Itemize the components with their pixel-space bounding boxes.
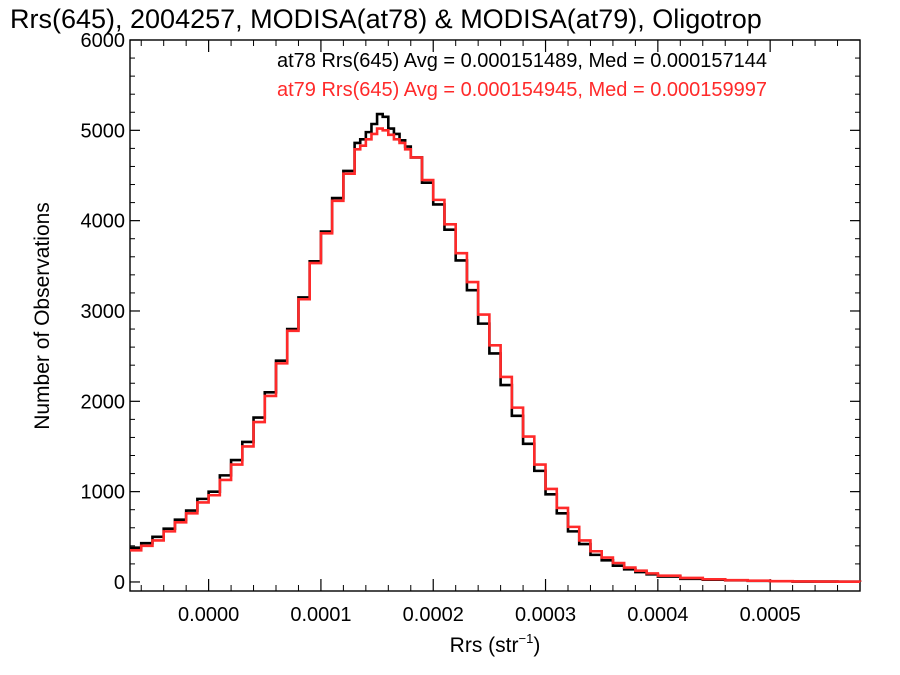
series-line-at79 (130, 127, 862, 583)
y-tick-label: 4000 (81, 211, 126, 233)
y-tick-label: 1000 (81, 482, 126, 504)
x-tick-label: 0.0005 (740, 604, 801, 626)
plot-border (129, 39, 861, 592)
x-axis-ticks: 0.0000 0.0001 0.0002 0.0003 0.0004 0.0005 (140, 40, 861, 626)
series-layer (130, 112, 862, 583)
x-tick-label: 0.0004 (627, 604, 688, 626)
x-axis-label-text: Rrs (str (450, 634, 519, 657)
y-tick-label: 2000 (81, 391, 126, 413)
x-tick-label: 0.0002 (403, 604, 464, 626)
chart-title: Rrs(645), 2004257, MODISA(at78) & MODISA… (10, 4, 762, 34)
y-tick-label: 5000 (81, 120, 126, 142)
y-axis-ticks: 0 1000 2000 3000 4000 5000 6000 (81, 30, 860, 594)
y-tick-label: 3000 (81, 301, 126, 323)
y-tick-label: 6000 (81, 30, 126, 52)
x-tick-label: 0.0001 (290, 604, 351, 626)
x-axis-label-superscript: −1 (519, 631, 534, 646)
legend: at78 Rrs(645) Avg = 0.000151489, Med = 0… (277, 50, 767, 101)
x-tick-label: 0.0000 (178, 604, 239, 626)
plot-frame (129, 39, 861, 592)
x-axis-label: Rrs (str−1) (450, 631, 541, 657)
legend-entry-at78: at78 Rrs(645) Avg = 0.000151489, Med = 0… (277, 50, 767, 72)
legend-entry-at79: at79 Rrs(645) Avg = 0.000154945, Med = 0… (277, 79, 767, 101)
series-line-at78 (130, 112, 862, 583)
x-axis-label-close: ) (533, 634, 540, 657)
y-axis-label: Number of Observations (31, 202, 54, 430)
y-tick-label: 0 (114, 572, 125, 594)
x-tick-label: 0.0003 (515, 604, 576, 626)
